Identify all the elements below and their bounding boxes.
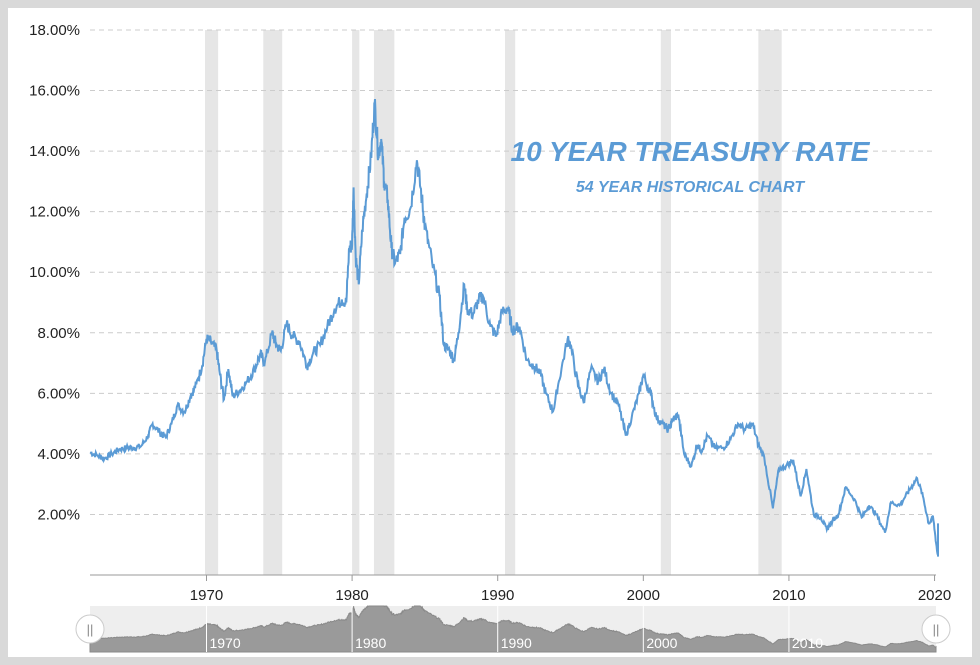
x-tick-label: 1990 (481, 587, 514, 604)
navigator-label: 1980 (355, 635, 386, 651)
recession-band-0 (205, 30, 219, 575)
navigator-label: 1970 (209, 635, 240, 651)
navigator-right-handle[interactable]: || (921, 614, 951, 644)
chart-frame: 2.00% 4.00% 6.00% 8.00% 10.00% 12.00% 14.00% 16… (8, 8, 972, 657)
x-axis: 1970 1980 1990 2000 2010 2020 (190, 575, 951, 604)
range-navigator[interactable]: 1970 1980 1990 2000 2010 || || (75, 605, 951, 653)
left-handle-grip: || (87, 622, 94, 637)
y-axis: 2.00% 4.00% 6.00% 8.00% 10.00% 12.00% 14.00% 16… (29, 22, 80, 523)
y-tick-label: 16.00% (29, 83, 80, 100)
recession-bands (205, 30, 782, 575)
gridlines (90, 29, 936, 515)
navigator-label: 1990 (501, 635, 532, 651)
right-handle-grip: || (933, 622, 940, 637)
navigator-label: 2000 (646, 635, 677, 651)
x-tick-label: 2020 (918, 587, 951, 604)
recession-band-3 (373, 30, 395, 575)
navigator-left-handle[interactable]: || (75, 614, 105, 644)
recession-band-1 (263, 30, 283, 575)
y-tick-label: 2.00% (37, 506, 80, 523)
y-tick-label: 12.00% (29, 204, 80, 221)
y-tick-label: 14.00% (29, 143, 80, 160)
y-tick-label: 4.00% (37, 446, 80, 463)
x-tick-label: 2000 (627, 587, 660, 604)
y-tick-label: 10.00% (29, 264, 80, 281)
recession-band-5 (660, 30, 671, 575)
recession-band-2 (352, 30, 360, 575)
chart-canvas: 2.00% 4.00% 6.00% 8.00% 10.00% 12.00% 14.00% 16… (29, 22, 951, 653)
navigator-area (89, 605, 937, 653)
chart-title: 10 YEAR TREASURY RATE (511, 136, 871, 167)
y-tick-label: 18.00% (29, 22, 80, 39)
recession-band-4 (504, 30, 516, 575)
navigator-label: 2010 (792, 635, 823, 651)
y-tick-label: 6.00% (37, 385, 80, 402)
navigator-labels: 1970 1980 1990 2000 2010 (205, 606, 823, 652)
x-tick-label: 1980 (335, 587, 368, 604)
y-tick-label: 8.00% (37, 325, 80, 342)
x-tick-label: 2010 (772, 587, 805, 604)
chart-subtitle: 54 YEAR HISTORICAL CHART (576, 179, 805, 196)
recession-band-6 (758, 30, 782, 575)
series-line (89, 99, 939, 557)
x-tick-label: 1970 (190, 587, 223, 604)
